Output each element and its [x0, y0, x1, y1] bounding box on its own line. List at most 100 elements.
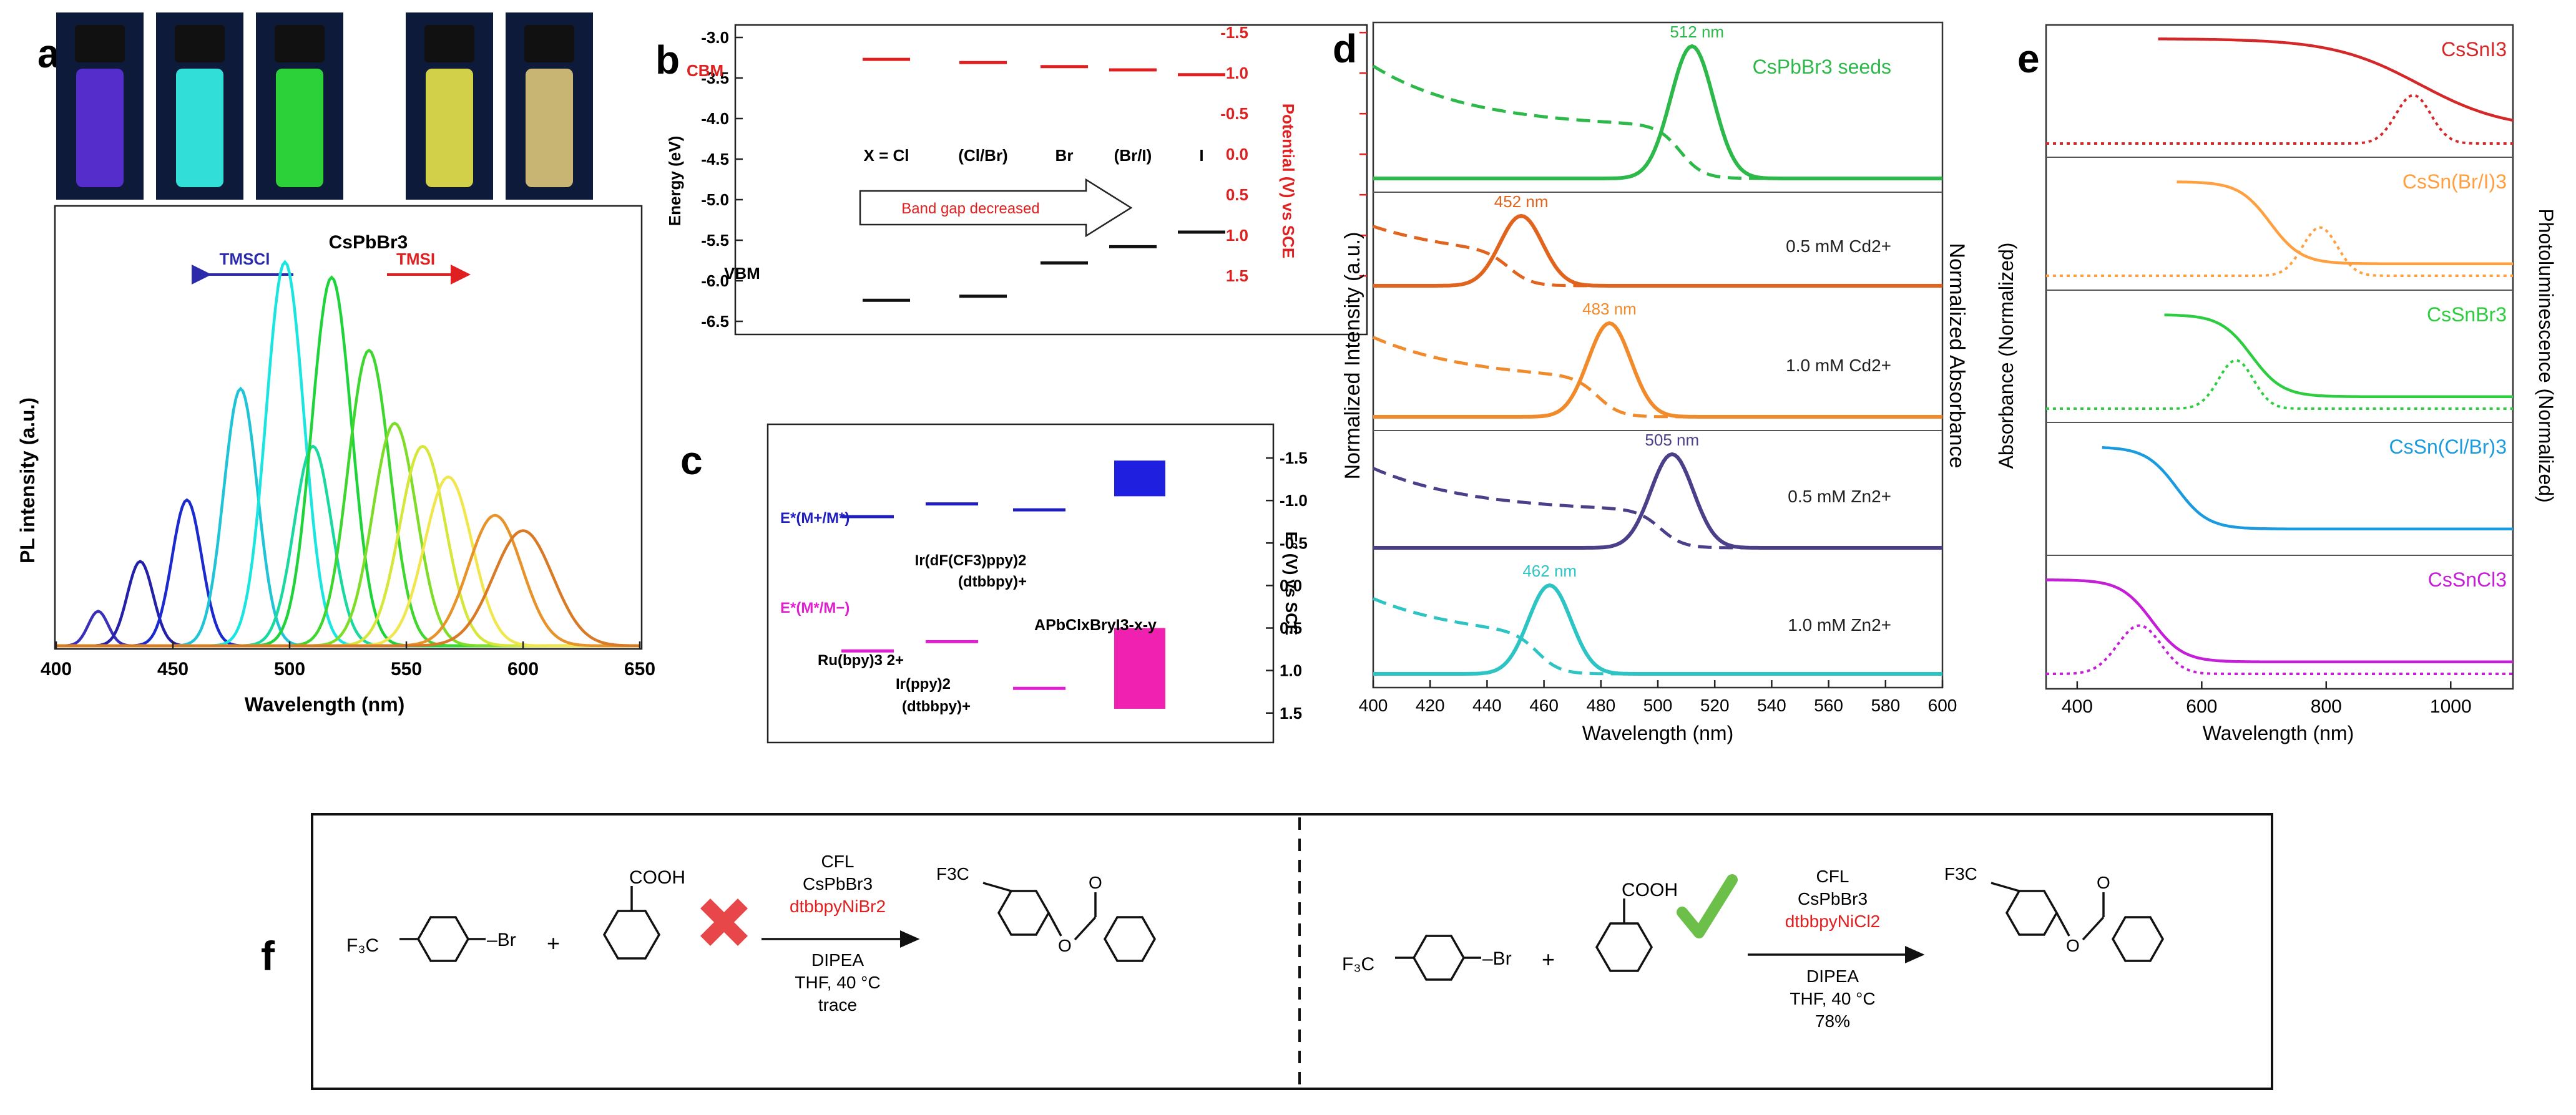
e-row-label-2: CsSn(Br/I)3: [2402, 170, 2507, 193]
left-reagent-br: –Br: [487, 930, 516, 950]
pl-spectra-plot: [56, 260, 640, 648]
panel-e: e CsSnI3CsSn(Br/I)3CsSnBr3CsSn(Cl/Br)3Cs…: [1995, 24, 2557, 744]
d-row-label-5: 1.0 mM Zn2+: [1788, 615, 1891, 635]
d-abs-curve-3: [1373, 336, 1942, 419]
b-right-tick-label: 1.5: [1226, 266, 1248, 285]
panel-b-label: b: [655, 37, 680, 82]
panel-b-left-ticks: -3.0 -3.5 -4.0 -4.5 -5.0 -5.5 -6.0 -6.5: [701, 28, 743, 331]
composition-label: (Br/I): [1114, 146, 1152, 165]
panel-a-title: CsPbBr3: [329, 232, 408, 253]
d-abs-curve-5: [1373, 596, 1942, 676]
vial-2: [156, 12, 243, 200]
b-left-tick-label: -4.5: [701, 150, 729, 168]
c-tick-label: -0.5: [1280, 533, 1308, 552]
panel-d-spectra: 512 nm CsPbBr3 seeds 452 nm 0.5 mM Cd2+ 483 …: [1372, 22, 1942, 676]
panel-b-ylabel-right: Potential (V) vs SCE: [1279, 104, 1298, 259]
e-row-label-5: CsSnCl3: [2428, 568, 2507, 591]
left-cond-cspbbr3: CsPbBr3: [803, 874, 873, 893]
d-xtick-label: 560: [1814, 696, 1843, 715]
panel-a-x-ticks: 400 450 500 550 600 650: [41, 641, 655, 679]
a-xtick-label: 550: [391, 659, 422, 679]
right-product-carbonyl-o: O: [2097, 873, 2110, 892]
e-pl-curve-3: [2046, 359, 2513, 410]
left-cond-dipea: DIPEA: [811, 950, 864, 970]
d-xtick-label: 520: [1700, 696, 1730, 715]
panel-c-ylabel-right: E° (V) vs SCE: [1282, 532, 1301, 635]
panel-e-ylabel-right: Photoluminescence (Normalized): [2535, 208, 2557, 502]
composition-label: (Cl/Br): [958, 146, 1007, 165]
perovskite-band-cb: [1114, 460, 1165, 497]
a-xtick-label: 500: [274, 659, 305, 679]
b-left-tick-label: -6.0: [701, 271, 729, 290]
left-product-o: O: [1058, 936, 1072, 955]
panel-d-label: d: [1333, 26, 1357, 71]
d-peak-label-5: 462 nm: [1522, 562, 1577, 580]
e-xtick-label: 800: [2311, 696, 2342, 717]
e-pl-curve-2: [2046, 226, 2513, 277]
panel-d-x-ticks: 400 420 440 460 480 500 520 540 560 580 600: [1359, 680, 1957, 715]
e-abs-curve-3: [2164, 313, 2513, 399]
b-right-tick-label: 0.5: [1226, 185, 1248, 204]
label-ir-df: Ir(dF(CF3)ppy)2: [915, 552, 1027, 569]
perovskite-band-vb: [1114, 628, 1165, 709]
panel-f-frame: [311, 813, 2273, 1090]
vial-4: [406, 12, 493, 200]
composition-label: I: [1199, 146, 1203, 165]
e-xtick-label: 400: [2062, 696, 2093, 717]
panel-a-frame: [54, 205, 643, 650]
right-reagent-cf3: F₃C: [1342, 954, 1374, 975]
panel-a-xlabel: Wavelength (nm): [245, 693, 405, 716]
left-result: trace: [818, 995, 857, 1015]
b-right-tick-label: -0.5: [1220, 104, 1248, 123]
a-xtick-label: 650: [624, 659, 655, 679]
vial-3: [256, 12, 343, 200]
composition-label: Br: [1055, 146, 1074, 165]
label-e-ox: E*(M+/M*): [780, 510, 850, 527]
d-peak-label-3: 483 nm: [1582, 299, 1637, 318]
panel-b: b -3.0-3.5-4.0-4.5-5.0-5.5-6.0-6.5 -1.5-…: [655, 23, 1368, 336]
halide-exchange-arrows: TMSCl TMSI: [192, 250, 471, 285]
d-xtick-label: 440: [1472, 696, 1502, 715]
left-product-carbonyl-o: O: [1089, 873, 1102, 892]
pl-curve-5: [56, 260, 640, 648]
right-result: 78%: [1815, 1011, 1850, 1031]
green-check-icon: [1677, 874, 1738, 938]
d-xtick-label: 460: [1529, 696, 1559, 715]
red-cross-icon: [700, 898, 748, 946]
e-abs-curve-4: [2102, 446, 2513, 531]
d-xtick-label: 600: [1928, 696, 1957, 715]
panel-a: a CsPbBr3 TMSCl TMSI 400 450 500 550 600 650 …: [16, 12, 655, 716]
left-cond-cfl: CFL: [821, 852, 855, 871]
panel-e-spectra: CsSnI3 CsSn(Br/I)3 CsSnBr3 CsSn(Cl/Br)3 CsSn…: [2045, 37, 2514, 675]
right-benzoic-ring: [1595, 922, 1653, 972]
label-tmscl: TMSCl: [220, 250, 270, 268]
c-tick-label: 0.5: [1280, 619, 1302, 638]
panel-e-frame: [2045, 24, 2514, 690]
panel-f-label: f: [261, 933, 275, 979]
redox-levels: [841, 460, 1165, 709]
label-ru-bpy: Ru(bpy)3 2+: [818, 652, 904, 669]
d-xtick-label: 580: [1871, 696, 1900, 715]
panel-d-ylabel-right: Normalized Absorbance: [1945, 243, 1969, 469]
right-cond-dipea: DIPEA: [1806, 966, 1859, 986]
c-tick-label: 0.0: [1280, 576, 1302, 595]
panel-c-right-ticks: -1.5 -1.0 -0.5 0.0 0.5 1.0 1.5: [1266, 449, 1308, 723]
left-benzoic-ring: [602, 910, 661, 960]
panel-f: f F₃C –Br + COOH CFL CsPbBr3 dtbbpyNiBr2…: [261, 813, 2273, 1090]
panel-e-label: e: [2017, 36, 2040, 81]
composition-label: X = Cl: [864, 146, 909, 165]
d-peak-label-4: 505 nm: [1645, 431, 1699, 449]
pl-curve-1: [56, 610, 640, 648]
d-xtick-label: 500: [1643, 696, 1673, 715]
panel-d-xlabel: Wavelength (nm): [1582, 722, 1733, 744]
b-left-tick-label: -3.0: [701, 28, 729, 47]
panel-d-ylabel-left: Normalized Intensity (a.u.): [1341, 232, 1364, 480]
left-product-ring-2: [1103, 916, 1157, 962]
e-abs-curve-2: [2177, 180, 2513, 266]
c-tick-label: 1.5: [1280, 704, 1302, 723]
panel-d: d 512 nm CsPbBr3 seeds 452 nm 0.5 mM Cd2+ 48…: [1333, 21, 1969, 744]
left-reagent-cf3: F₃C: [346, 935, 379, 956]
d-row-label-1: CsPbBr3 seeds: [1753, 56, 1891, 78]
d-peak-label-1: 512 nm: [1670, 22, 1724, 41]
